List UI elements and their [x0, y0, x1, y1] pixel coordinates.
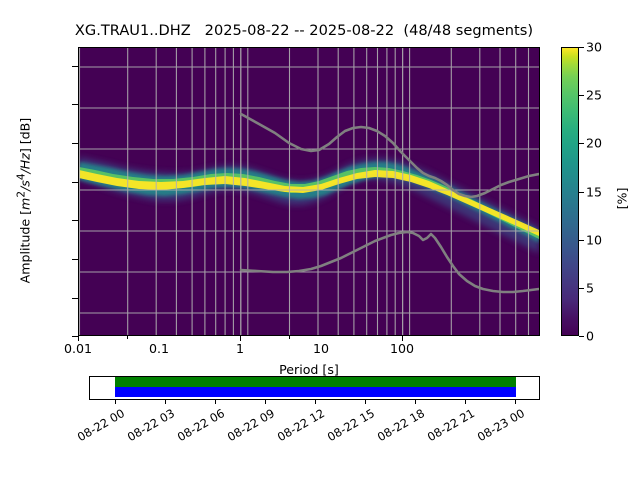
cbtick-mark [579, 336, 584, 337]
nhnm-noise-model-curve [239, 112, 539, 199]
cbtick-mark [579, 95, 584, 96]
nlnm-noise-model-curve [239, 230, 539, 294]
ytick-mark [72, 66, 78, 67]
colorbar[interactable] [561, 47, 579, 336]
timeline-tick [115, 400, 116, 404]
ppsd-plot-area[interactable] [78, 47, 540, 336]
xtick-mark [239, 336, 241, 341]
timeline-tick [465, 400, 466, 404]
ytick-mark [72, 336, 78, 337]
ytick-mark [72, 298, 78, 299]
xtick-label: 0.01 [63, 341, 93, 356]
cbtick-label: 10 [586, 232, 603, 248]
cbtick-mark [579, 288, 584, 289]
cbtick-label: 30 [586, 39, 603, 55]
xtick-mark-minor [126, 336, 128, 339]
cbtick-label: 0 [586, 328, 595, 344]
page-title: XG.TRAU1..DHZ 2025-08-22 -- 2025-08-22 (… [74, 22, 534, 39]
timeline-tick [415, 400, 416, 404]
ytick-mark [72, 259, 78, 260]
ppsd-canvas [79, 48, 539, 335]
timeline-bar-data-coverage [115, 377, 516, 387]
cbtick-mark [579, 192, 584, 193]
xtick-label: 100 [389, 341, 415, 356]
xtick-mark [78, 336, 79, 341]
cbtick-label: 5 [586, 280, 595, 296]
timeline-tick [365, 400, 366, 404]
cbtick-mark [579, 240, 584, 241]
xtick-label: 10 [312, 341, 330, 356]
cbtick-mark [579, 47, 584, 48]
timeline-tick [165, 400, 166, 404]
colorbar-label: [%] [614, 187, 630, 210]
timeline-tick [215, 400, 216, 404]
ytick-mark [72, 143, 78, 144]
xtick-mark-minor [288, 336, 290, 339]
timeline-coverage-axes[interactable] [89, 376, 540, 400]
xtick-mark [401, 336, 403, 341]
timeline-tick [265, 400, 266, 404]
ppsd-density-heatmap [79, 157, 539, 253]
cbtick-label: 20 [586, 135, 603, 151]
ytick-mark [72, 182, 78, 183]
timeline-tick [315, 400, 316, 404]
plot-gridlines [79, 48, 539, 335]
y-axis-label: Amplitude [m2/s4/Hz] [dB] [15, 117, 33, 284]
cbtick-label: 15 [586, 184, 603, 200]
ytick-mark [72, 104, 78, 105]
timeline-tick [515, 400, 516, 404]
timeline-bar-psd-segments [115, 387, 516, 397]
x-axis-label: Period [s] [279, 362, 339, 377]
cbtick-mark [579, 143, 584, 144]
cbtick-label: 25 [586, 87, 603, 103]
xtick-label: 0.1 [148, 341, 170, 356]
ytick-mark [72, 220, 78, 221]
xtick-label: 1 [235, 341, 245, 356]
